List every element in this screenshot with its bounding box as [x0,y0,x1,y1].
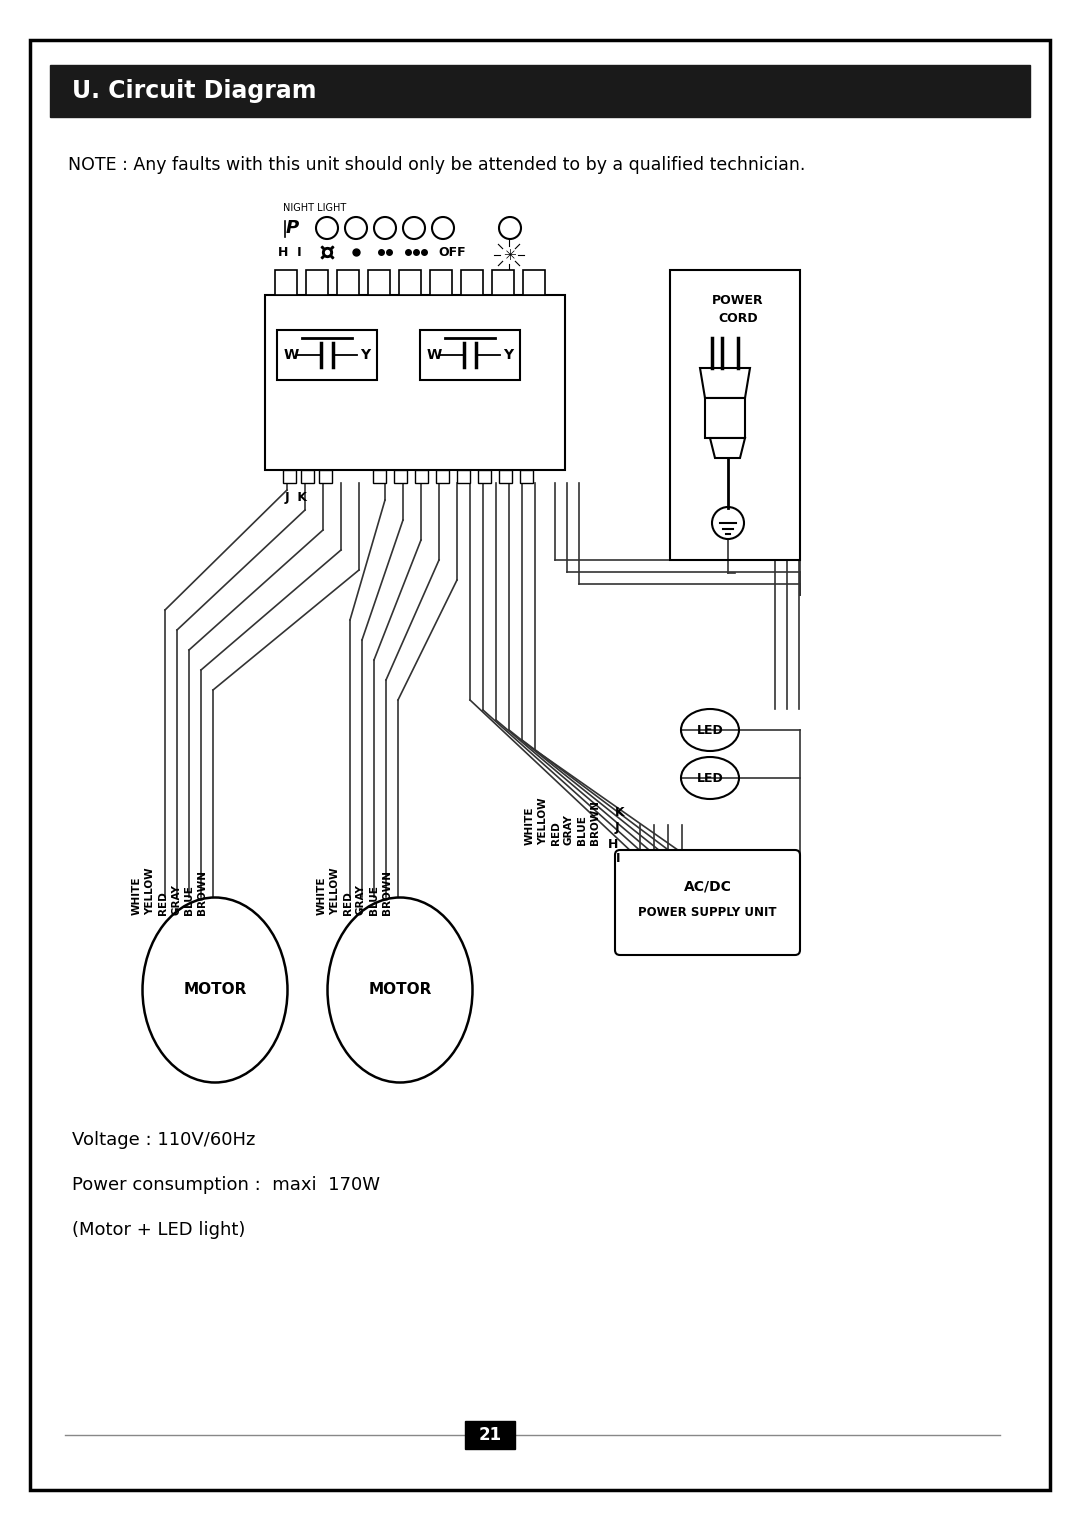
Text: H  I: H I [278,246,301,258]
Bar [265,295,565,470]
Text: H: H [608,838,619,852]
Bar [523,270,545,295]
Text: GRAY: GRAY [564,814,573,844]
Text: MOTOR: MOTOR [368,982,432,997]
Bar [275,270,297,295]
Bar [705,399,745,438]
Text: BLUE: BLUE [577,815,588,844]
Text: BROWN: BROWN [590,800,600,844]
Bar [465,1422,515,1449]
Polygon shape [710,438,745,458]
Text: MOTOR: MOTOR [184,982,246,997]
Text: J: J [615,822,620,834]
Text: AC/DC: AC/DC [684,880,731,893]
Text: RED: RED [551,822,561,844]
Text: OFF: OFF [438,246,465,258]
Text: U. Circuit Diagram: U. Circuit Diagram [72,79,316,102]
Text: YELLOW: YELLOW [145,867,156,915]
Text: GRAY: GRAY [171,884,181,915]
Bar [337,270,359,295]
Bar [461,270,483,295]
Bar [399,270,421,295]
Text: WHITE: WHITE [525,806,535,844]
Text: (Motor + LED light): (Motor + LED light) [72,1222,245,1238]
Text: LED: LED [697,724,724,736]
Text: POWER SUPPLY UNIT: POWER SUPPLY UNIT [638,907,777,919]
Text: P: P [285,218,299,237]
Text: GRAY: GRAY [356,884,366,915]
Bar [306,270,328,295]
Text: I: I [616,852,621,864]
Text: J  K: J K [285,490,308,504]
Bar [415,470,428,483]
Bar [519,470,534,483]
Bar [478,470,491,483]
Text: NIGHT LIGHT: NIGHT LIGHT [283,203,347,212]
Bar [420,330,519,380]
Bar [283,470,296,483]
Bar [373,470,386,483]
Text: BROWN: BROWN [382,870,392,915]
Text: POWER: POWER [712,293,764,307]
Text: 21: 21 [478,1426,501,1445]
Text: YELLOW: YELLOW [538,797,548,844]
Bar [301,470,314,483]
Text: BLUE: BLUE [184,886,194,915]
Text: RED: RED [158,892,168,915]
Bar [436,470,449,483]
Bar [368,270,390,295]
Text: BROWN: BROWN [197,870,207,915]
Bar [430,270,453,295]
Bar [276,330,377,380]
Text: BLUE: BLUE [369,886,379,915]
Bar [394,470,407,483]
Text: W: W [427,348,442,362]
Text: Y: Y [360,348,370,362]
FancyBboxPatch shape [615,851,800,954]
Bar [457,470,470,483]
Bar [50,66,1030,118]
Text: CORD: CORD [718,312,758,325]
Text: W: W [284,348,299,362]
Polygon shape [700,368,750,399]
Bar [492,270,514,295]
Text: WHITE: WHITE [132,876,141,915]
Text: Y: Y [503,348,513,362]
Text: NOTE : Any faults with this unit should only be attended to by a qualified techn: NOTE : Any faults with this unit should … [68,156,806,174]
Text: YELLOW: YELLOW [330,867,340,915]
Bar [499,470,512,483]
Text: RED: RED [343,892,353,915]
Text: Voltage : 110V/60Hz: Voltage : 110V/60Hz [72,1132,255,1148]
Text: ✳: ✳ [502,247,515,263]
Text: LED: LED [697,771,724,785]
Bar [319,470,332,483]
Bar [670,270,800,560]
Text: Power consumption :  maxi  170W: Power consumption : maxi 170W [72,1176,380,1194]
Text: WHITE: WHITE [318,876,327,915]
Text: K: K [615,806,624,818]
